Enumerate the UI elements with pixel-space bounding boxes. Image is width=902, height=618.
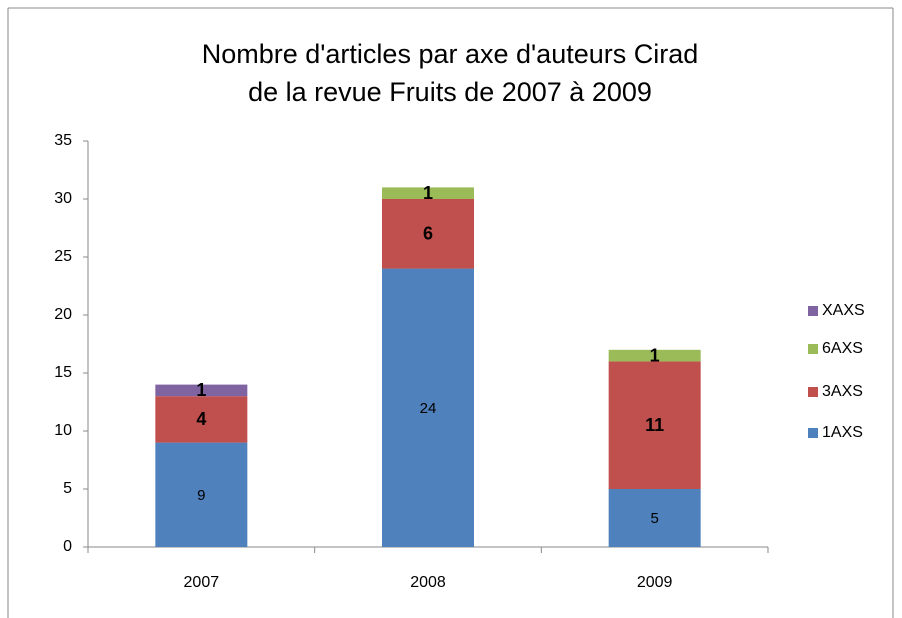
chart-title: de la revue Fruits de 2007 à 2009 bbox=[248, 77, 652, 107]
legend-swatch bbox=[808, 306, 818, 316]
legend-swatch bbox=[808, 387, 818, 397]
data-label: 1 bbox=[196, 380, 206, 400]
legend-label: 3AXS bbox=[822, 383, 863, 400]
data-label: 1 bbox=[423, 183, 433, 203]
bar-segment bbox=[608, 349, 701, 362]
bar-segment bbox=[382, 268, 474, 547]
y-tick-label: 25 bbox=[54, 248, 72, 265]
legend-label: XAXS bbox=[822, 302, 865, 319]
legend-label: 6AXS bbox=[822, 340, 863, 357]
x-tick-label: 2007 bbox=[184, 574, 220, 591]
data-label: 1 bbox=[650, 345, 660, 365]
x-tick-label: 2009 bbox=[637, 574, 673, 591]
bar-segment bbox=[382, 199, 474, 269]
bar-segment bbox=[608, 361, 701, 489]
data-label: 6 bbox=[423, 224, 433, 244]
data-label: 11 bbox=[645, 415, 664, 435]
chart-title: Nombre d'articles par axe d'auteurs Cira… bbox=[202, 39, 699, 69]
y-tick-label: 35 bbox=[54, 132, 72, 149]
legend-swatch bbox=[808, 428, 818, 438]
legend-swatch bbox=[808, 344, 818, 354]
x-tick-label: 2008 bbox=[410, 574, 446, 591]
y-tick-label: 10 bbox=[54, 422, 72, 439]
y-tick-label: 15 bbox=[54, 364, 72, 381]
bar-segment bbox=[382, 187, 474, 199]
y-tick-label: 0 bbox=[63, 538, 72, 555]
bar-segment bbox=[608, 489, 701, 547]
data-label: 24 bbox=[420, 400, 437, 417]
bar-segment bbox=[155, 396, 248, 443]
legend-label: 1AXS bbox=[822, 424, 863, 441]
y-tick-label: 5 bbox=[63, 480, 72, 497]
data-label: 9 bbox=[197, 487, 205, 504]
data-label: 4 bbox=[196, 409, 206, 429]
y-tick-label: 20 bbox=[54, 306, 72, 323]
bar-segment bbox=[155, 442, 248, 547]
y-tick-label: 30 bbox=[54, 190, 72, 207]
bar-segment bbox=[155, 384, 248, 397]
data-label: 5 bbox=[650, 510, 658, 527]
